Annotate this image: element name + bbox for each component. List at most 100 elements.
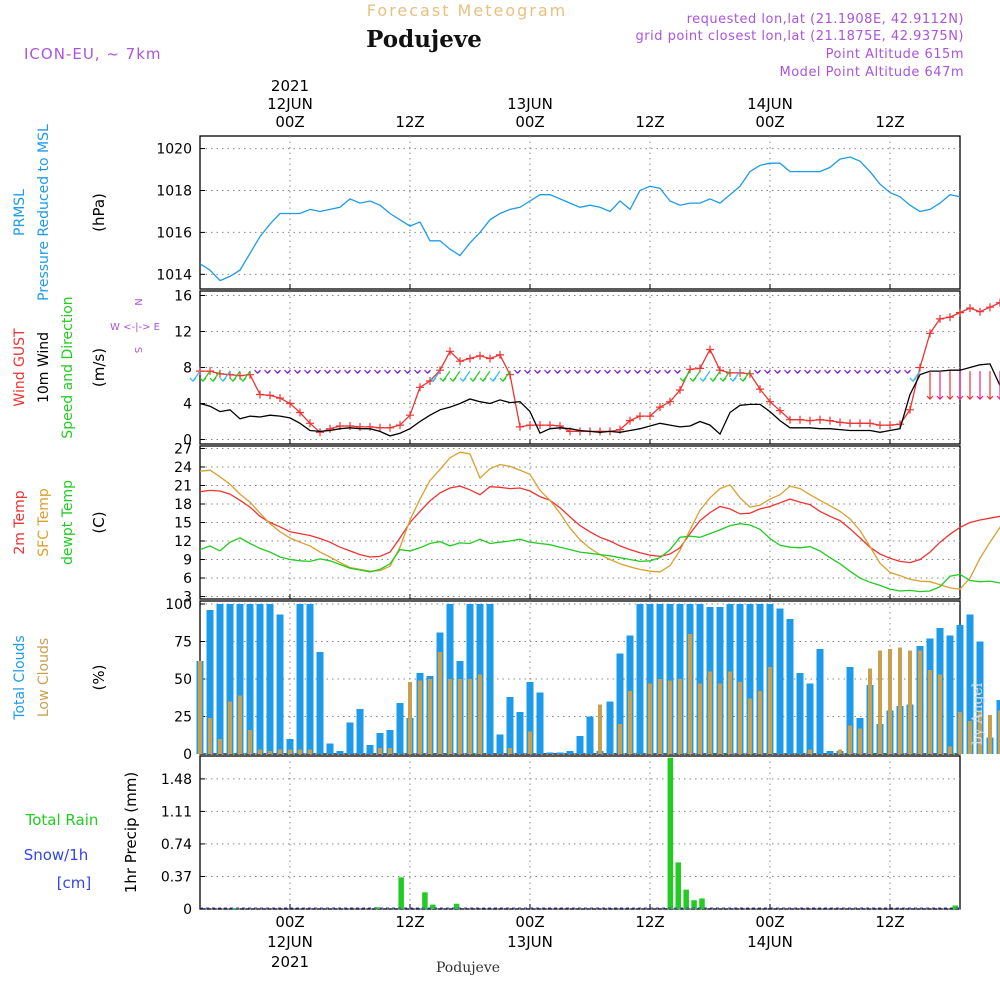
bar-low-cloud <box>238 696 242 755</box>
bar-total-cloud <box>297 604 304 754</box>
gust-marker <box>986 303 994 311</box>
side-label: SFC Temp <box>36 488 52 557</box>
bar-low-cloud <box>478 675 482 755</box>
bar-rain <box>683 890 689 909</box>
wind-arrow-head <box>805 370 811 373</box>
wind-arrow-head <box>545 370 551 373</box>
gust-marker <box>916 364 924 372</box>
wind-arrow-head <box>265 370 271 373</box>
wind-arrow-head <box>200 378 206 381</box>
bar-total-cloud <box>577 736 584 754</box>
bar-total-cloud <box>797 673 804 754</box>
bar-total-cloud <box>807 684 814 755</box>
wind-arrow-head <box>295 370 301 373</box>
wind-arrow-head <box>415 370 421 373</box>
y-tick-label: 1016 <box>156 225 192 241</box>
time-label-bottom: 00Z <box>755 913 784 931</box>
bar-low-cloud <box>208 718 212 754</box>
bar-low-cloud <box>468 679 472 754</box>
series-line-sfc-temp <box>200 452 1000 589</box>
y-tick-label: 24 <box>174 460 192 476</box>
bar-low-cloud <box>898 648 902 755</box>
bar-low-cloud <box>748 699 752 755</box>
wind-arrow-head <box>720 378 726 381</box>
date-label-bottom: 12JUN <box>267 933 313 951</box>
wind-arrow-head <box>500 378 506 381</box>
point-altitude: Point Altitude 615m <box>826 47 964 62</box>
wind-arrow-head <box>755 370 761 373</box>
wind-arrow-head <box>595 370 601 373</box>
side-label: Total Rain <box>25 811 99 829</box>
year-label-top: 2021 <box>271 77 309 95</box>
gust-marker <box>266 391 274 399</box>
wind-arrow-head <box>740 378 746 381</box>
bar-rain <box>676 862 682 909</box>
wind-arrow-head <box>385 370 391 373</box>
side-label: Total Clouds <box>12 635 28 720</box>
bar-total-cloud <box>327 744 334 755</box>
bar-total-cloud <box>367 745 374 754</box>
gust-marker <box>856 419 864 427</box>
gust-marker <box>496 351 504 359</box>
time-label-bottom: 12Z <box>635 913 664 931</box>
time-label-bottom: 12Z <box>875 913 904 931</box>
gust-marker <box>466 355 474 363</box>
bar-total-cloud <box>307 604 314 754</box>
date-label-top: 12JUN <box>267 95 313 113</box>
gust-marker <box>956 309 964 317</box>
wind-arrow-head <box>405 370 411 373</box>
wind-arrow-head <box>865 370 871 373</box>
wind-arrow-head <box>425 370 431 373</box>
bar-low-cloud <box>218 739 222 754</box>
gust-marker <box>796 416 804 424</box>
time-label-top: 12Z <box>875 113 904 131</box>
wind-arrow-head <box>585 370 591 373</box>
bar-low-cloud <box>868 669 872 755</box>
bar-total-cloud <box>787 619 794 754</box>
wind-arrow-head <box>230 378 236 381</box>
bar-low-cloud <box>648 684 652 755</box>
wind-arrow-head <box>710 378 716 381</box>
gust-marker <box>836 418 844 426</box>
y-tick-label: 1.11 <box>161 804 192 820</box>
bar-low-cloud <box>858 729 862 755</box>
wind-arrow-head <box>450 378 456 381</box>
bar-low-cloud <box>388 748 392 754</box>
bar-low-cloud <box>288 750 292 755</box>
bar-low-cloud <box>938 675 942 755</box>
panel-frame <box>200 601 960 754</box>
bar-low-cloud <box>198 661 202 754</box>
wind-arrow-head <box>635 370 641 373</box>
bar-low-cloud <box>708 672 712 755</box>
wind-arrow-head <box>815 370 821 373</box>
wind-arrow-head <box>775 370 781 373</box>
y-tick-label: 1018 <box>156 183 192 199</box>
year-label-bottom: 2021 <box>271 953 309 971</box>
bar-total-cloud <box>267 604 274 754</box>
y-tick-label: 12 <box>174 325 192 341</box>
requested-coordinates: requested lon,lat (21.1908E, 42.9112N) <box>687 12 964 27</box>
gust-marker <box>346 422 354 430</box>
side-label: dewpt Temp <box>60 480 76 565</box>
gust-marker <box>746 370 754 378</box>
wind-arrow-head <box>355 370 361 373</box>
wind-arrow-head <box>700 378 706 381</box>
gust-marker <box>976 308 984 316</box>
y-tick-label: 50 <box>174 672 192 688</box>
y-tick-label: 4 <box>183 397 192 413</box>
series-line-wind-gust <box>200 303 1000 433</box>
bar-low-cloud <box>728 672 732 755</box>
y-tick-label: 100 <box>165 597 192 613</box>
gust-marker <box>356 423 364 431</box>
y-tick-label: 0.74 <box>161 837 192 853</box>
bar-total-cloud <box>537 693 544 755</box>
wind-arrow-head <box>220 378 226 381</box>
wind-arrow-head <box>625 370 631 373</box>
wind-arrow-head <box>555 370 561 373</box>
bar-low-cloud <box>448 679 452 754</box>
wind-arrow-head <box>535 370 541 373</box>
wind-arrow-head <box>895 370 901 373</box>
